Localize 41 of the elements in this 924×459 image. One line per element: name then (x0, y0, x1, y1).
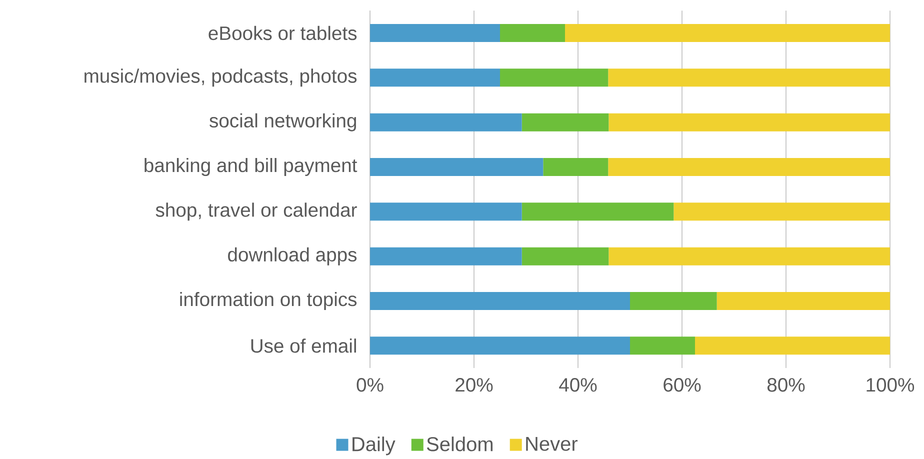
bar (370, 202, 522, 221)
bar (565, 24, 890, 42)
bar (608, 158, 890, 176)
y-tick-label: shop, travel or calendar (156, 202, 357, 221)
bar (522, 114, 609, 132)
bar (608, 68, 890, 87)
bar (370, 248, 522, 266)
y-tick-label: music/movies, podcasts, photos (84, 68, 357, 87)
y-tick-label: Use of email (251, 338, 356, 353)
bar (608, 248, 890, 266)
x-tick-label: 0% (356, 378, 384, 392)
bar (500, 68, 608, 87)
x-tick-label: 80% (767, 378, 805, 392)
y-tick-label: eBooks or tablets (208, 26, 357, 40)
bar (630, 336, 695, 355)
bar (695, 336, 890, 355)
bar (370, 24, 500, 42)
legend-label: Seldom (426, 436, 493, 452)
legend-label: Daily (352, 436, 396, 456)
legend-label: Never (526, 437, 578, 452)
x-tick-label: 40% (559, 378, 597, 392)
bar (522, 202, 674, 221)
y-tick-label: download apps (228, 247, 357, 266)
bar (522, 248, 609, 266)
bar (500, 24, 565, 42)
bar (716, 292, 890, 310)
bar (370, 292, 630, 310)
bar (370, 158, 544, 176)
x-tick-label: 20% (456, 378, 493, 392)
bar (608, 114, 890, 132)
x-tick-label: 100% (866, 378, 914, 392)
x-tick-label: 60% (664, 378, 701, 392)
bar (370, 68, 500, 87)
bar (630, 292, 717, 310)
bar (370, 114, 522, 132)
bar (370, 336, 630, 355)
y-tick-label: banking and bill payment (144, 158, 358, 176)
y-tick-label: information on topics (180, 292, 357, 310)
bar (543, 158, 608, 176)
bar (674, 202, 890, 221)
y-tick-label: social networking (210, 113, 356, 132)
